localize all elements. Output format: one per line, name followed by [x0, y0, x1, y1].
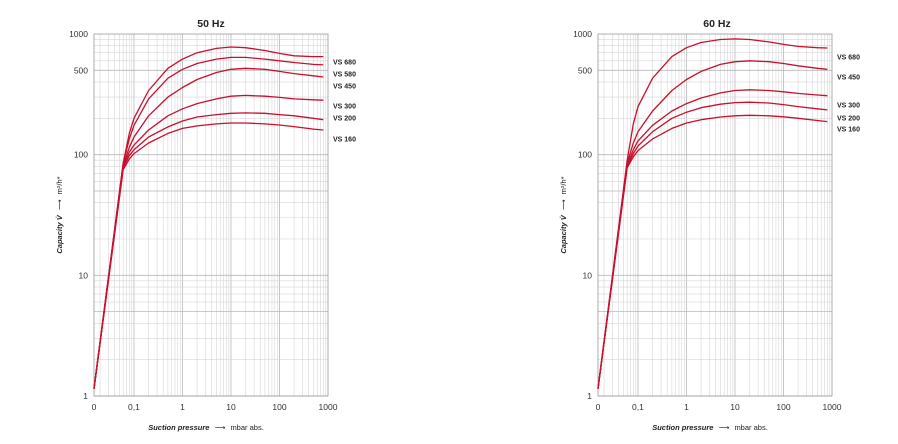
- x-axis-label: Suction pressure ⟶ mbar abs.: [148, 423, 264, 432]
- x-axis-title: Suction pressure: [148, 423, 209, 432]
- series-line-vs-450: [597, 60, 828, 389]
- series-line-vs-680: [93, 46, 324, 389]
- curves: [93, 46, 324, 389]
- tick-labels: 0 0,1 1 10 100 1000 1 10 100 500 1000: [69, 29, 338, 412]
- curves: [597, 38, 828, 389]
- y-tick-label: 1: [83, 391, 88, 401]
- x-tick-label: 0: [596, 402, 601, 412]
- x-axis-arrow: ⟶: [215, 423, 226, 432]
- series-label: VS 300: [837, 103, 860, 110]
- x-tick-label: 0,1: [632, 402, 644, 412]
- series-line-vs-580: [93, 56, 324, 389]
- y-tick-label: 100: [578, 150, 592, 160]
- x-axis-label: Suction pressure ⟶ mbar abs.: [652, 423, 768, 432]
- x-tick-label: 100: [272, 402, 286, 412]
- series-label: VS 200: [333, 116, 356, 123]
- series-label: VS 680: [333, 60, 356, 67]
- y-tick-label: 500: [74, 65, 88, 75]
- x-tick-label: 1: [684, 402, 689, 412]
- series-line-vs-200: [93, 112, 324, 389]
- series-label: VS 680: [837, 55, 860, 62]
- y-tick-label: 10: [583, 270, 593, 280]
- x-tick-label: 10: [730, 402, 740, 412]
- x-tick-label: 0,1: [128, 402, 140, 412]
- chart-title: 50 Hz: [197, 18, 224, 30]
- series-line-vs-200: [597, 101, 828, 389]
- y-tick-label: 100: [74, 150, 88, 160]
- y-axis-unit: m³/h*: [55, 176, 64, 194]
- y-axis-arrow: ⟶: [55, 199, 64, 210]
- x-axis-title: Suction pressure: [652, 423, 713, 432]
- x-axis-unit: mbar abs.: [734, 423, 767, 432]
- series-line-vs-300: [93, 94, 324, 389]
- plot-frame: [93, 33, 329, 397]
- y-tick-label: 10: [79, 270, 89, 280]
- series-label: VS 160: [837, 127, 860, 134]
- x-tick-label: 1000: [319, 402, 338, 412]
- svg-text:Capacity V̇ ⟶: Capacity V̇ ⟶ m³/h*: [55, 176, 64, 253]
- series-label: VS 200: [837, 116, 860, 123]
- series-label: VS 300: [333, 104, 356, 111]
- tick-labels: 0 0,1 1 10 100 1000 1 10 100 500 1000: [573, 29, 842, 412]
- series-line-vs-680: [597, 38, 828, 389]
- chart-title: 60 Hz: [703, 18, 730, 30]
- x-tick-label: 1000: [823, 402, 842, 412]
- series-labels: VS 680 VS 450 VS 300 VS 200 VS 160: [837, 55, 860, 134]
- y-axis-label: Capacity V̇ ⟶ m³/h*: [55, 176, 64, 253]
- y-axis-label: Capacity V̇ ⟶ m³/h*: [559, 176, 568, 253]
- series-label: VS 160: [333, 137, 356, 144]
- x-tick-label: 10: [226, 402, 236, 412]
- chart-60hz: 60 Hz 0 0,1 1 10 100 1000 1 10 100 500 1000 VS 680…: [559, 18, 860, 432]
- plot-frame: [597, 33, 833, 397]
- grid: [598, 34, 832, 397]
- svg-text:Capacity V̇ ⟶: Capacity V̇ ⟶ m³/h*: [559, 176, 568, 253]
- series-label: VS 450: [333, 84, 356, 91]
- series-line-vs-450: [93, 67, 324, 389]
- y-tick-label: 1000: [69, 29, 88, 39]
- x-tick-label: 0: [92, 402, 97, 412]
- y-axis-unit: m³/h*: [559, 176, 568, 194]
- y-tick-label: 1000: [573, 29, 592, 39]
- y-axis-arrow: ⟶: [559, 199, 568, 210]
- grid: [94, 34, 328, 397]
- series-label: VS 580: [333, 72, 356, 79]
- series-line-vs-300: [597, 89, 828, 389]
- x-tick-label: 1: [180, 402, 185, 412]
- series-line-vs-160: [93, 122, 324, 389]
- x-tick-label: 100: [776, 402, 790, 412]
- series-labels: VS 680 VS 580 VS 450 VS 300 VS 200 VS 160: [333, 60, 356, 144]
- series-label: VS 450: [837, 75, 860, 82]
- y-tick-label: 500: [578, 65, 592, 75]
- series-line-vs-160: [597, 114, 828, 389]
- y-tick-label: 1: [587, 391, 592, 401]
- chart-50hz: 50 Hz 0 0,1 1 10 100 1000 1 10 100 500 1000 VS 680…: [55, 18, 356, 432]
- x-axis-arrow: ⟶: [719, 423, 730, 432]
- x-axis-unit: mbar abs.: [230, 423, 263, 432]
- y-axis-title: Capacity V̇: [559, 214, 568, 253]
- y-axis-title: Capacity V̇: [55, 214, 64, 253]
